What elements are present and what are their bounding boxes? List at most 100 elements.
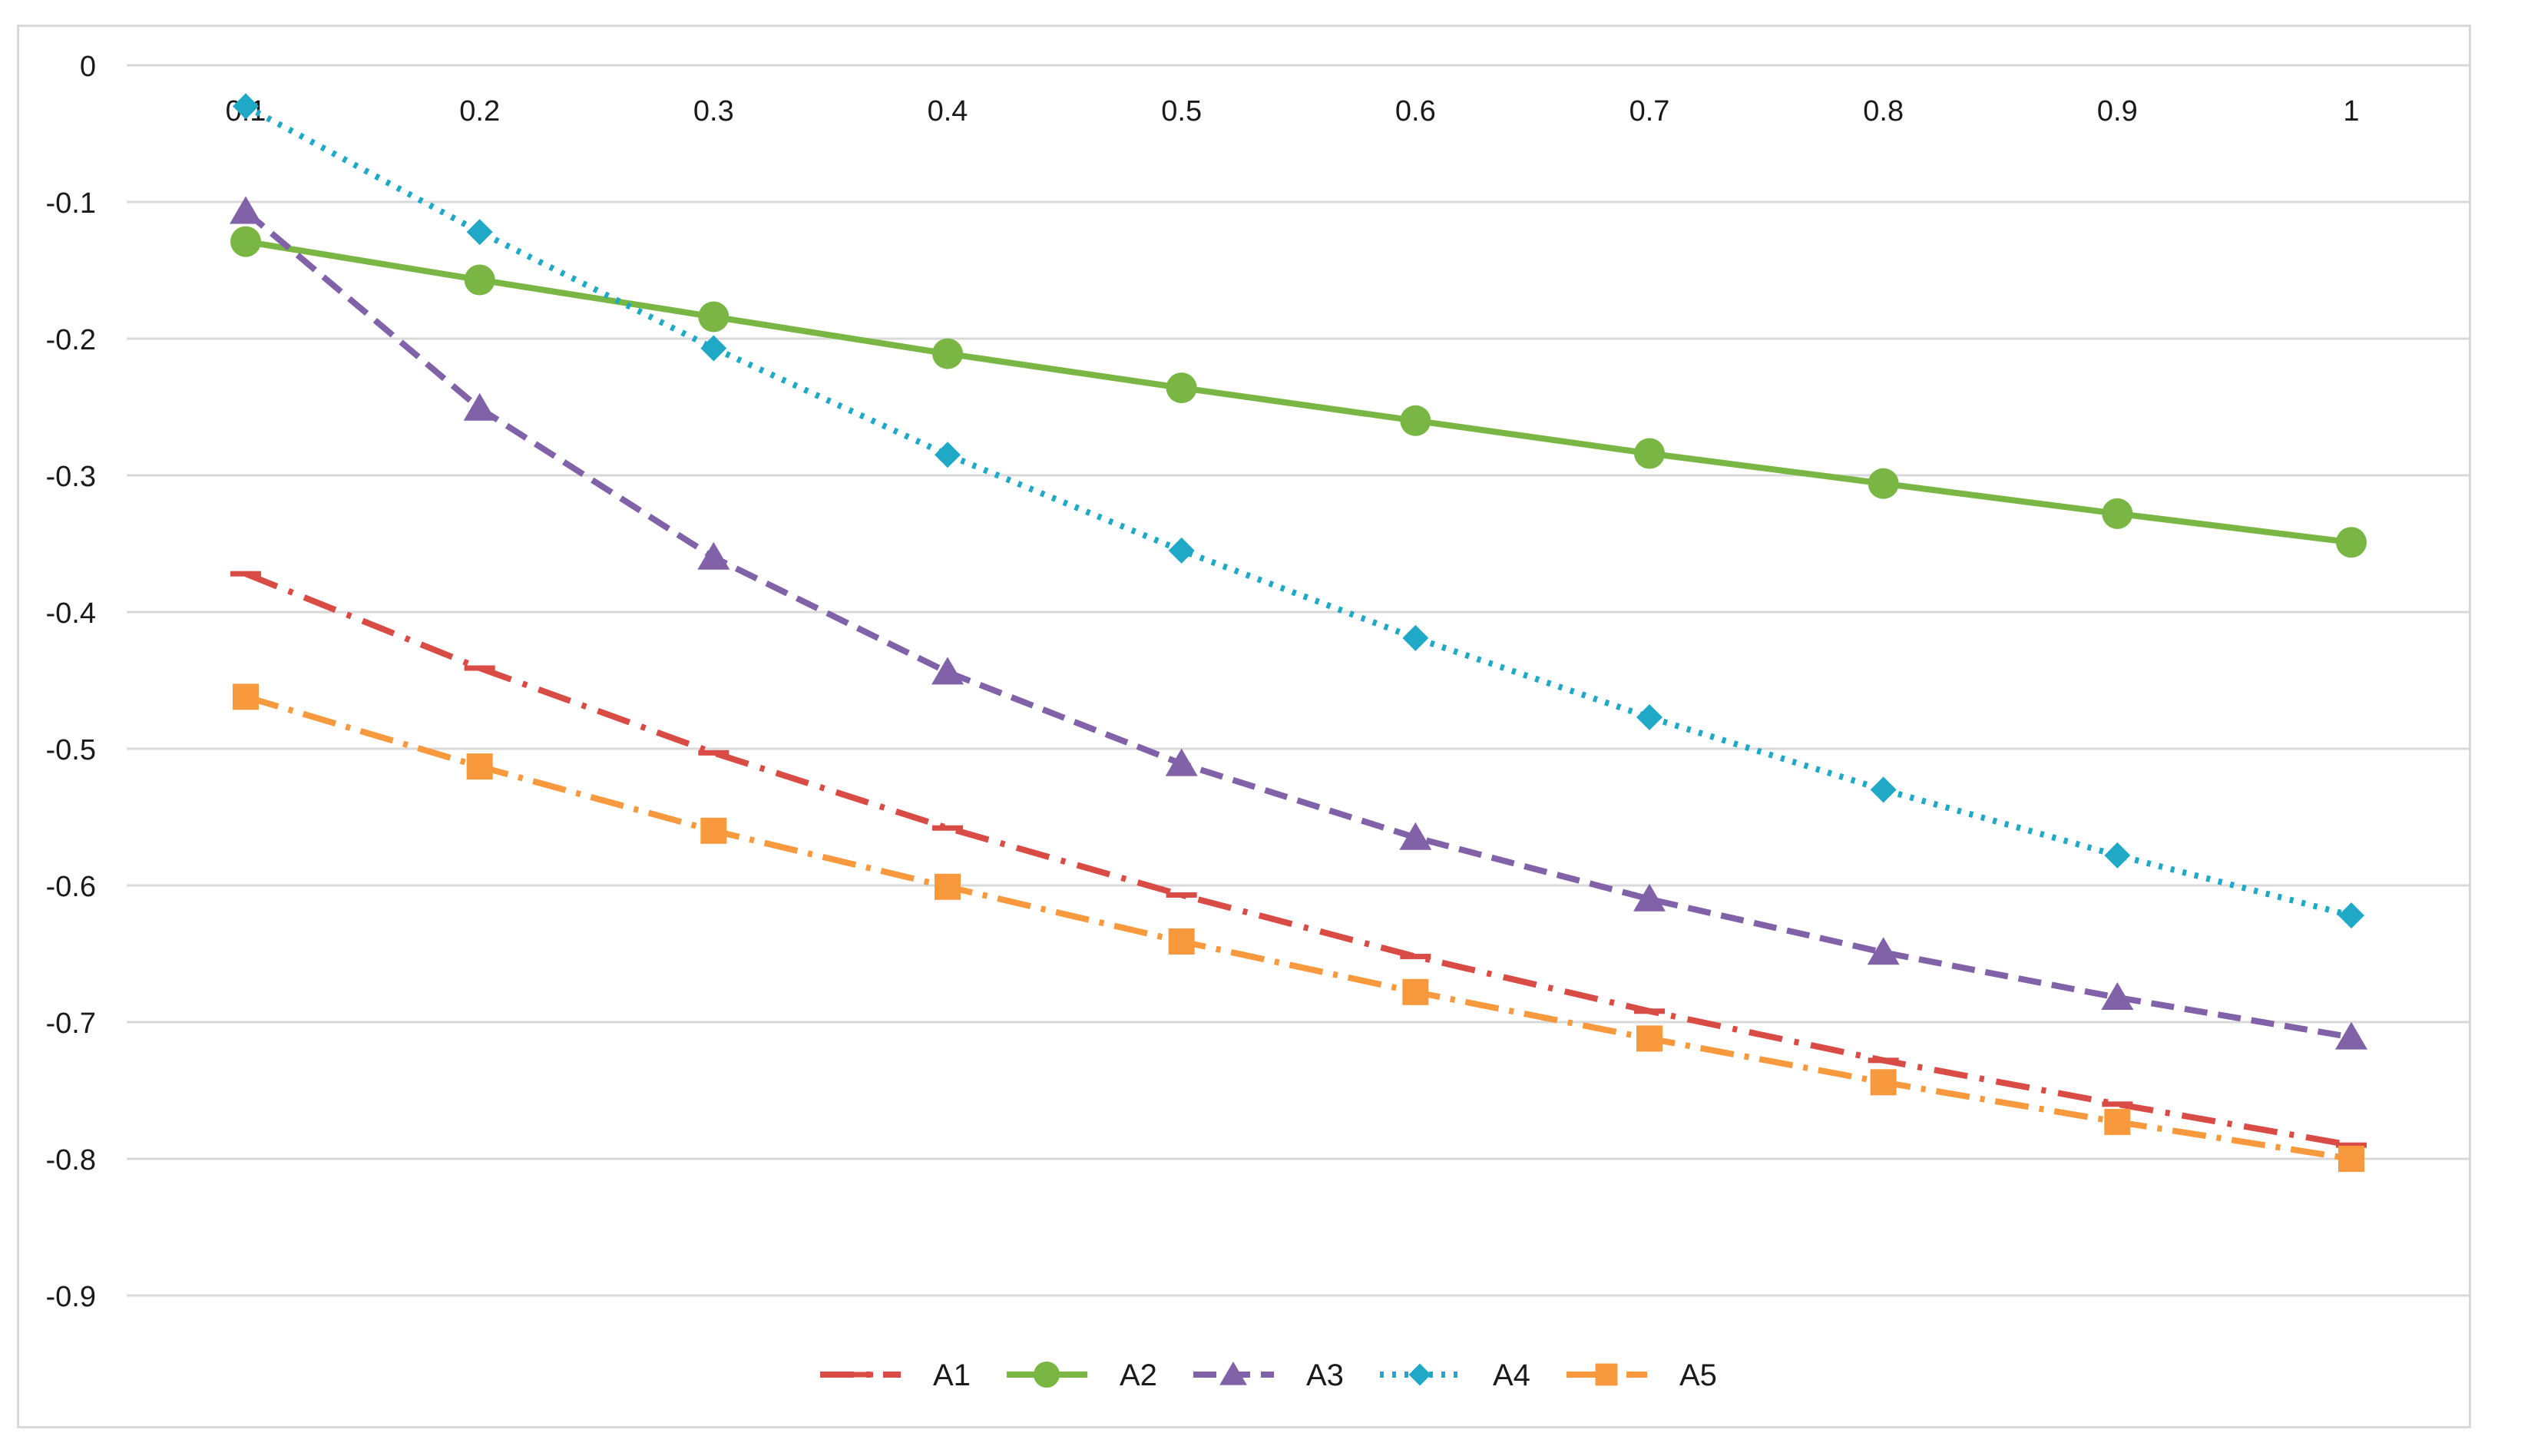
data-point-a5	[1402, 978, 1429, 1005]
y-tick-label: -0.9	[46, 1281, 96, 1313]
data-point-a4	[935, 442, 961, 468]
data-point-a3	[1399, 822, 1432, 850]
data-point-a4	[233, 93, 259, 120]
x-tick-label: 0.7	[1629, 95, 1670, 127]
data-point-a4	[1636, 704, 1663, 731]
legend-item-a5: A5	[1567, 1358, 1717, 1392]
data-point-a3	[1165, 748, 1198, 776]
data-point-a3	[2335, 1021, 2367, 1050]
data-point-a4	[466, 219, 493, 246]
series-a4	[233, 93, 2364, 929]
data-point-a5	[233, 683, 259, 710]
data-point-a5	[935, 873, 961, 900]
data-point-a2	[1868, 468, 1899, 499]
legend-item-a1: A1	[820, 1358, 971, 1392]
data-point-a1	[230, 571, 261, 577]
series-a1	[230, 571, 2367, 1149]
x-tick-label: 0.5	[1161, 95, 1202, 127]
data-point-a1	[698, 750, 730, 756]
legend-item-a4: A4	[1380, 1358, 1530, 1392]
data-point-a3	[697, 541, 730, 570]
series-line-a1	[244, 571, 2352, 1149]
y-tick-label: -0.4	[46, 597, 96, 630]
x-tick-label: 0.9	[2097, 95, 2138, 127]
x-tick-label: 0.8	[1863, 95, 1904, 127]
x-axis-tick-labels: 0.10.20.30.40.50.60.70.80.91	[226, 95, 2360, 127]
y-tick-label: -0.8	[46, 1144, 96, 1176]
data-point-a4	[2338, 902, 2364, 929]
y-tick-label: -0.6	[46, 871, 96, 903]
data-point-a4	[1870, 776, 1897, 803]
data-point-a3	[463, 392, 496, 421]
data-point-a5	[2104, 1108, 2131, 1135]
data-point-a5	[1870, 1069, 1897, 1096]
data-point-a4	[700, 335, 727, 362]
data-point-a4	[1168, 537, 1195, 564]
gridlines	[127, 64, 2469, 1297]
data-point-a2	[464, 264, 495, 296]
x-tick-label: 1	[2343, 95, 2359, 127]
data-point-a5	[1636, 1025, 1663, 1052]
data-point-a3	[1867, 937, 1900, 965]
series-line-a3	[243, 209, 2352, 1041]
y-tick-label: 0	[80, 51, 96, 83]
legend-item-a2: A2	[1007, 1358, 1157, 1392]
data-point-a1	[932, 825, 963, 831]
legend-label: A2	[1120, 1358, 1157, 1392]
x-tick-label: 0.4	[928, 95, 968, 127]
x-tick-label: 0.6	[1395, 95, 1436, 127]
data-point-a1	[1166, 892, 1197, 898]
data-point-a1	[1400, 954, 1431, 960]
legend-swatch-marker	[1595, 1363, 1618, 1386]
series-lines	[230, 93, 2367, 1172]
legend: A1 A2 A3 A4 A5	[820, 1358, 1717, 1392]
data-point-a2	[698, 301, 730, 333]
data-point-a1	[1868, 1057, 1899, 1064]
data-point-a2	[1166, 372, 1197, 404]
series-line-a4	[244, 103, 2352, 919]
legend-swatch-marker	[847, 1372, 873, 1378]
series-a2	[230, 226, 2367, 558]
data-point-a1	[1634, 1008, 1665, 1014]
legend-label: A3	[1306, 1358, 1344, 1392]
legend-label: A1	[933, 1358, 971, 1392]
legend-item-a3: A3	[1193, 1358, 1344, 1392]
data-point-a3	[2101, 981, 2134, 1010]
data-point-a5	[466, 753, 493, 780]
data-point-a5	[2338, 1146, 2364, 1172]
data-point-a3	[230, 196, 262, 224]
x-tick-label: 0.2	[459, 95, 500, 127]
legend-label: A4	[1493, 1358, 1530, 1392]
data-point-a2	[1400, 405, 1431, 436]
data-point-a4	[1402, 624, 1429, 651]
y-axis-tick-labels: 0 -0.1 -0.2 -0.3 -0.4 -0.5 -0.6 -0.7 -0.8 -0.9	[46, 51, 96, 1313]
series-line-a5	[244, 693, 2352, 1162]
data-point-a2	[230, 226, 261, 257]
x-tick-label: 0.3	[693, 95, 734, 127]
data-point-a2	[932, 338, 963, 369]
data-point-a2	[1634, 438, 1665, 469]
data-point-a4	[2104, 842, 2131, 869]
data-point-a1	[2102, 1101, 2133, 1107]
series-a5	[233, 683, 2364, 1172]
legend-swatch-marker	[1034, 1362, 1060, 1388]
data-point-a3	[931, 657, 964, 685]
data-point-a2	[2102, 498, 2133, 529]
legend-swatch-marker	[1408, 1363, 1431, 1386]
data-point-a2	[2336, 527, 2367, 558]
y-tick-label: -0.3	[46, 461, 96, 493]
y-tick-label: -0.5	[46, 734, 96, 766]
y-tick-label: -0.1	[46, 187, 96, 220]
data-point-a1	[464, 665, 495, 671]
series-a3	[230, 196, 2367, 1050]
data-point-a5	[700, 817, 727, 844]
legend-label: A5	[1679, 1358, 1717, 1392]
chart-frame	[17, 25, 2471, 1428]
y-tick-label: -0.2	[46, 324, 96, 356]
data-point-a3	[1633, 883, 1666, 912]
series-line-a2	[245, 238, 2352, 546]
data-point-a1	[2336, 1142, 2367, 1148]
legend-swatch-marker	[1219, 1362, 1247, 1385]
data-point-a5	[1168, 928, 1195, 955]
